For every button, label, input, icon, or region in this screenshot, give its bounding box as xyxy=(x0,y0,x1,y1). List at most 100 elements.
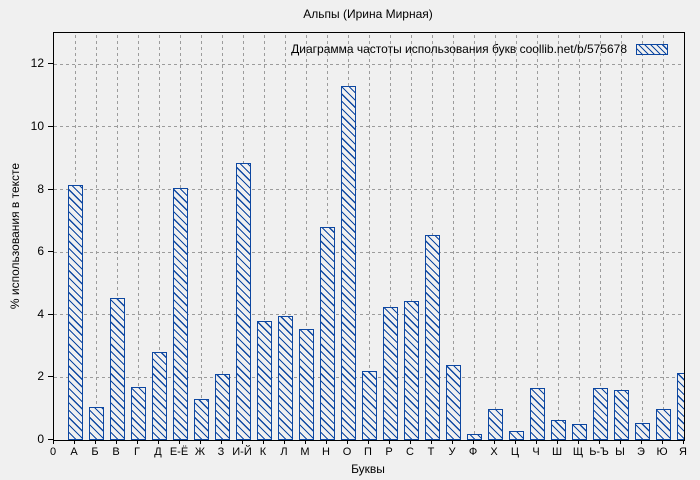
x-gridline xyxy=(536,33,538,440)
plot-area: Диаграмма частоты использования букв coo… xyxy=(53,32,685,441)
x-tick-mark xyxy=(263,440,264,444)
x-tick-label: П xyxy=(364,446,372,458)
y-tick-label: 10 xyxy=(30,118,44,133)
x-tick-mark xyxy=(473,440,474,444)
bar-В xyxy=(109,297,125,440)
x-tick-label: Т xyxy=(427,446,435,458)
x-tick-mark xyxy=(620,440,621,444)
x-tick-label: Ч xyxy=(532,446,540,458)
y-tick-label: 0 xyxy=(37,432,44,446)
x-gridline xyxy=(452,33,454,440)
bar-Н xyxy=(319,227,335,440)
y-tick-mark xyxy=(48,251,54,253)
bar-Ь-Ъ xyxy=(592,388,608,440)
bar-Я xyxy=(676,372,684,440)
bar-Х xyxy=(487,408,503,440)
x-tick-label: Ю xyxy=(656,446,668,458)
bar-Б xyxy=(88,407,104,440)
x-tick-label: Х xyxy=(490,446,498,458)
x-tick-mark xyxy=(431,440,432,444)
blue-hatch-swatch xyxy=(636,43,668,55)
x-tick-label: У xyxy=(448,446,456,458)
bar-Г xyxy=(130,386,146,440)
bar-К xyxy=(256,321,272,440)
x-tick-mark xyxy=(74,440,75,444)
x-tick-mark xyxy=(494,440,495,444)
x-gridline xyxy=(515,33,517,440)
x-tick-label: М xyxy=(300,446,310,458)
x-tick-label: Б xyxy=(91,446,99,458)
x-tick-mark xyxy=(347,440,348,444)
y-tick-mark xyxy=(48,376,54,378)
x-tick-mark xyxy=(410,440,411,444)
x-gridline xyxy=(494,33,496,440)
bar-Э xyxy=(634,422,650,440)
x-gridline xyxy=(158,33,160,440)
bar-Ю xyxy=(655,408,671,440)
x-tick-mark xyxy=(683,440,684,444)
x-gridline xyxy=(305,33,307,440)
x-tick-label: Ш xyxy=(551,446,563,458)
x-tick-label: И-Й xyxy=(232,446,252,458)
y-tick-mark xyxy=(48,313,54,315)
x-gridline xyxy=(368,33,370,440)
x-tick-label: Л xyxy=(280,446,288,458)
x-gridline xyxy=(410,33,412,440)
x-gridline xyxy=(473,33,475,440)
x-tick-mark xyxy=(95,440,96,444)
x-tick-label: Ж xyxy=(194,446,206,458)
bar-О xyxy=(340,86,356,440)
x-tick-mark xyxy=(53,440,54,444)
y-tick-mark xyxy=(48,439,54,440)
x-gridline xyxy=(662,33,664,440)
bar-Ц xyxy=(508,430,524,440)
x-gridline xyxy=(137,33,139,440)
chart-title: Альпы (Ирина Мирная) xyxy=(303,7,433,21)
bar-Ы xyxy=(613,389,629,440)
x-tick-mark xyxy=(221,440,222,444)
x-tick-label: В xyxy=(112,446,120,458)
bar-Е-Ё xyxy=(172,187,188,440)
x-tick-label: Ь-Ъ xyxy=(589,446,609,458)
x-tick-mark xyxy=(536,440,537,444)
x-tick-mark xyxy=(557,440,558,444)
x-tick-mark xyxy=(116,440,117,444)
bar-Р xyxy=(382,306,398,440)
bar-Д xyxy=(151,352,167,440)
x-gridline xyxy=(620,33,622,440)
bar-С xyxy=(403,300,419,440)
x-tick-label: Д xyxy=(154,446,162,458)
x-gridline xyxy=(263,33,265,440)
x-tick-mark xyxy=(158,440,159,444)
bar-Т xyxy=(424,234,440,440)
legend: Диаграмма частоты использования букв coo… xyxy=(291,42,668,56)
bar-Ш xyxy=(550,419,566,440)
bar-М xyxy=(298,328,314,440)
x-tick-label: Р xyxy=(385,446,393,458)
x-tick-label: Е-Ё xyxy=(169,446,189,458)
x-tick-label: Ф xyxy=(468,446,478,458)
x-tick-label: О xyxy=(342,446,352,458)
x-tick-mark xyxy=(641,440,642,444)
y-tick-label: 8 xyxy=(37,181,44,196)
x-tick-mark xyxy=(515,440,516,444)
x-tick-mark xyxy=(368,440,369,444)
x-axis-label: Буквы xyxy=(351,462,385,476)
x-tick-label: Э xyxy=(637,446,645,458)
x-tick-label: С xyxy=(406,446,414,458)
x-tick-mark xyxy=(389,440,390,444)
x-tick-label: 0 xyxy=(49,446,57,458)
x-tick-mark xyxy=(326,440,327,444)
x-tick-label: З xyxy=(217,446,225,458)
bar-Ж xyxy=(193,399,209,440)
legend-label: Диаграмма частоты использования букв coo… xyxy=(291,42,627,56)
y-tick-label: 4 xyxy=(37,306,44,321)
bar-У xyxy=(445,364,461,440)
x-tick-mark xyxy=(599,440,600,444)
y-tick-label: 12 xyxy=(30,56,44,71)
bar-Ч xyxy=(529,388,545,440)
x-gridline xyxy=(557,33,559,440)
x-gridline xyxy=(116,33,118,440)
x-tick-mark xyxy=(200,440,201,444)
